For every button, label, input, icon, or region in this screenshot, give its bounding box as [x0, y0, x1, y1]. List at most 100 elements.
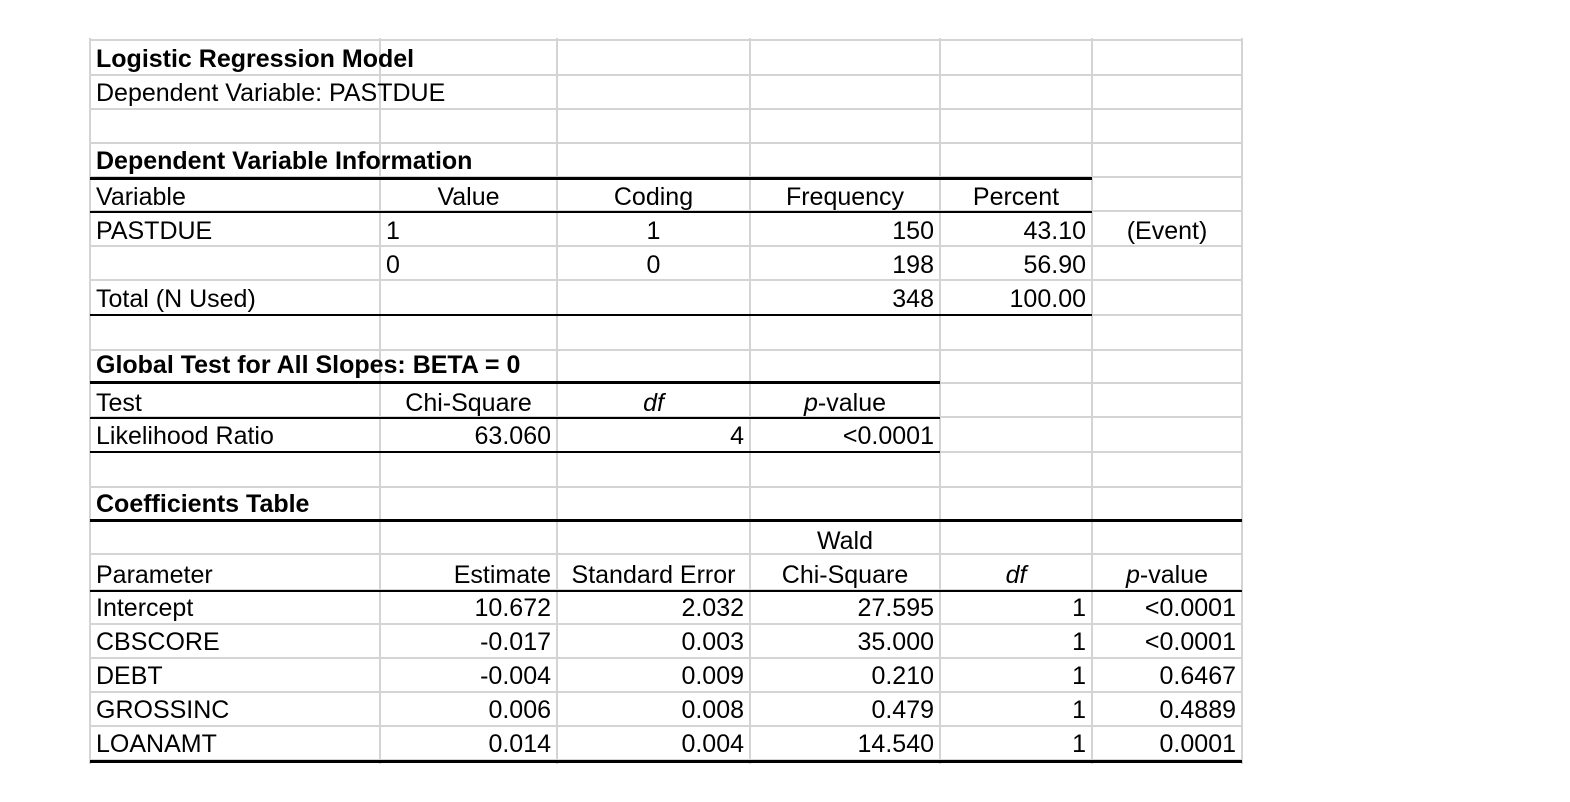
coef-cell: 0.0001 [1159, 730, 1236, 758]
p-letter: p [804, 389, 818, 417]
dep-info-title: Dependent Variable Information [96, 147, 473, 175]
dep-info-cell: 100.00 [1009, 285, 1086, 313]
gridline-vertical [89, 38, 91, 764]
dep-info-cell: Total (N Used) [96, 285, 256, 313]
global-test-header-chisq: Chi-Square [405, 389, 532, 417]
global-test-title: Global Test for All Slopes: BETA = 0 [96, 351, 521, 379]
coefficients-title: Coefficients Table [96, 490, 310, 518]
table-rule [90, 519, 1242, 522]
gridline-horizontal [90, 142, 1242, 144]
coef-cell: 35.000 [857, 628, 934, 656]
coef-parameter-name: LOANAMT [96, 730, 217, 758]
coef-header-stderr: Standard Error [571, 561, 736, 589]
coef-cell: 0.014 [488, 730, 551, 758]
gridline-horizontal [90, 553, 1242, 555]
coef-cell: 0.006 [488, 696, 551, 724]
table-rule [90, 314, 1092, 316]
coef-cell: -0.017 [480, 628, 551, 656]
coef-header-df: df [1005, 561, 1027, 589]
table-rule [90, 211, 1092, 213]
dep-info-cell [90, 248, 380, 282]
dep-info-cell: 1 [646, 217, 661, 245]
gridline-vertical [1091, 38, 1093, 764]
coef-header-wald: Wald [816, 527, 874, 555]
model-title: Logistic Regression Model [96, 45, 415, 73]
p-letter: p [1126, 561, 1140, 589]
coef-cell: 0.004 [681, 730, 744, 758]
coef-cell: -0.004 [480, 662, 551, 690]
gridline-horizontal [90, 108, 1242, 110]
table-rule [90, 177, 1092, 180]
gridline-horizontal [90, 279, 1242, 281]
dep-info-cell: 43.10 [1023, 217, 1086, 245]
global-test-cell: 4 [730, 422, 744, 450]
global-test-header-test: Test [96, 389, 142, 417]
coef-header-estimate: Estimate [453, 561, 551, 589]
table-rule [90, 381, 940, 384]
global-test-cell: 63.060 [474, 422, 551, 450]
dep-info-cell: 150 [892, 217, 934, 245]
coef-cell: 0.479 [871, 696, 934, 724]
gridline-vertical [1241, 38, 1243, 764]
dep-info-cell: 1 [386, 217, 400, 245]
gridline-horizontal [90, 74, 1242, 76]
dep-info-header-frequency: Frequency [785, 183, 905, 211]
coef-header-parameter: Parameter [96, 561, 213, 589]
coef-cell: <0.0001 [1144, 594, 1236, 622]
dep-info-cell: 348 [892, 285, 934, 313]
coef-cell: 2.032 [681, 594, 744, 622]
dep-info-header-percent: Percent [972, 183, 1060, 211]
gridline-vertical [556, 38, 558, 764]
coef-cell: 0.009 [681, 662, 744, 690]
gridline-horizontal [90, 39, 1242, 41]
coef-header-pvalue: p-value [1092, 558, 1242, 592]
table-rule [90, 417, 940, 419]
dep-info-header-coding: Coding [613, 183, 694, 211]
gridline-horizontal [90, 349, 1242, 351]
table-rule [90, 590, 1242, 592]
coef-parameter-name: Intercept [96, 594, 194, 622]
dep-info-header-value: Value [437, 183, 500, 211]
coef-cell: 0.4889 [1159, 696, 1236, 724]
dep-info-cell: 198 [892, 251, 934, 279]
dep-info-cell: 0 [386, 251, 400, 279]
gridline-horizontal [90, 725, 1242, 727]
coef-cell: 1 [1072, 696, 1086, 724]
value-suffix: -value [817, 389, 886, 417]
coef-cell: 1 [1072, 662, 1086, 690]
global-test-header-pvalue: p-value [750, 386, 940, 420]
gridline-vertical [939, 38, 941, 764]
coef-parameter-name: GROSSINC [96, 696, 230, 724]
coef-cell: 0.6467 [1159, 662, 1236, 690]
gridline-vertical [749, 38, 751, 764]
global-test-cell: <0.0001 [842, 422, 934, 450]
gridline-horizontal [90, 691, 1242, 693]
coef-cell: 0.210 [871, 662, 934, 690]
coef-cell: 0.003 [681, 628, 744, 656]
gridline-horizontal [90, 623, 1242, 625]
global-test-header-df: df [643, 389, 664, 417]
coef-cell: 1 [1072, 730, 1086, 758]
event-label: (Event) [1126, 217, 1208, 245]
coef-cell: 1 [1072, 594, 1086, 622]
coef-cell: 0.008 [681, 696, 744, 724]
value-suffix: -value [1139, 561, 1208, 589]
coef-parameter-name: CBSCORE [96, 628, 220, 656]
coef-cell: 1 [1072, 628, 1086, 656]
gridline-horizontal [90, 657, 1242, 659]
gridline-horizontal [90, 486, 1242, 488]
dep-info-cell: 56.90 [1023, 251, 1086, 279]
table-rule [90, 760, 1242, 763]
coef-cell: 10.672 [474, 594, 551, 622]
coef-cell: <0.0001 [1144, 628, 1236, 656]
dep-info-cell: PASTDUE [96, 217, 213, 245]
dependent-variable-line: Dependent Variable: PASTDUE [96, 79, 446, 107]
table-rule [90, 451, 940, 453]
coef-parameter-name: DEBT [96, 662, 163, 690]
gridline-horizontal [90, 245, 1242, 247]
coef-cell: 14.540 [857, 730, 934, 758]
global-test-cell: Likelihood Ratio [96, 422, 274, 450]
dep-info-header-variable: Variable [96, 183, 186, 211]
gridline-vertical [379, 38, 381, 764]
